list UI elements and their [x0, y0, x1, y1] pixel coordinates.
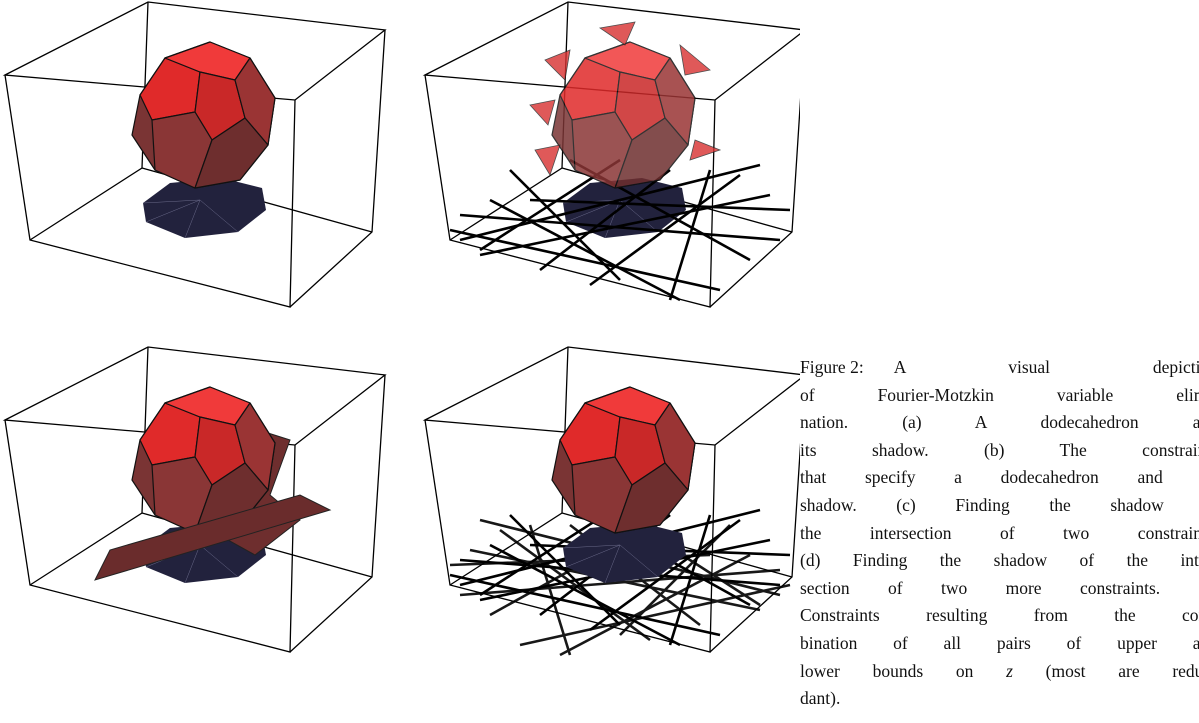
- caption-line: section of two more constraints. (e): [800, 577, 1199, 598]
- caption-line: shadow. (c) Finding the shadow of: [800, 494, 1199, 515]
- panel-b: [424, 1, 800, 308]
- caption-line: of Fourier-Motzkin variable elimi-: [800, 384, 1199, 405]
- caption-line: nation. (a) A dodecahedron and: [800, 412, 1199, 433]
- figure-caption: Figure 2: A visual depiction of Fourier-Mo…: [800, 354, 1199, 723]
- caption-label: Figure 2:: [800, 357, 864, 377]
- panel-d: [4, 346, 386, 653]
- caption-line: (d) Finding the shadow of the inter-: [800, 550, 1199, 571]
- caption-line: its shadow. (b) The constraints: [800, 439, 1199, 460]
- panel-a: [4, 1, 386, 308]
- caption-text: lower bounds on: [800, 660, 1007, 681]
- caption-line: Constraints resulting from the com-: [800, 605, 1199, 626]
- math-variable: z: [1006, 660, 1013, 681]
- caption-line: Figure 2: A visual depiction: [800, 354, 1199, 382]
- caption-text: (most are redun-: [1012, 660, 1199, 681]
- caption-text: A visual depiction: [893, 357, 1199, 377]
- figure: [4, 1, 800, 657]
- caption-line: lower bounds on z (most are redun-: [800, 658, 1199, 686]
- caption-line: the intersection of two constraints.: [800, 522, 1199, 543]
- caption-line: that specify a dodecahedron and its: [800, 467, 1199, 488]
- caption-line: bination of all pairs of upper and: [800, 632, 1199, 653]
- panel-e: [424, 346, 800, 657]
- caption-line: dant).: [800, 688, 841, 709]
